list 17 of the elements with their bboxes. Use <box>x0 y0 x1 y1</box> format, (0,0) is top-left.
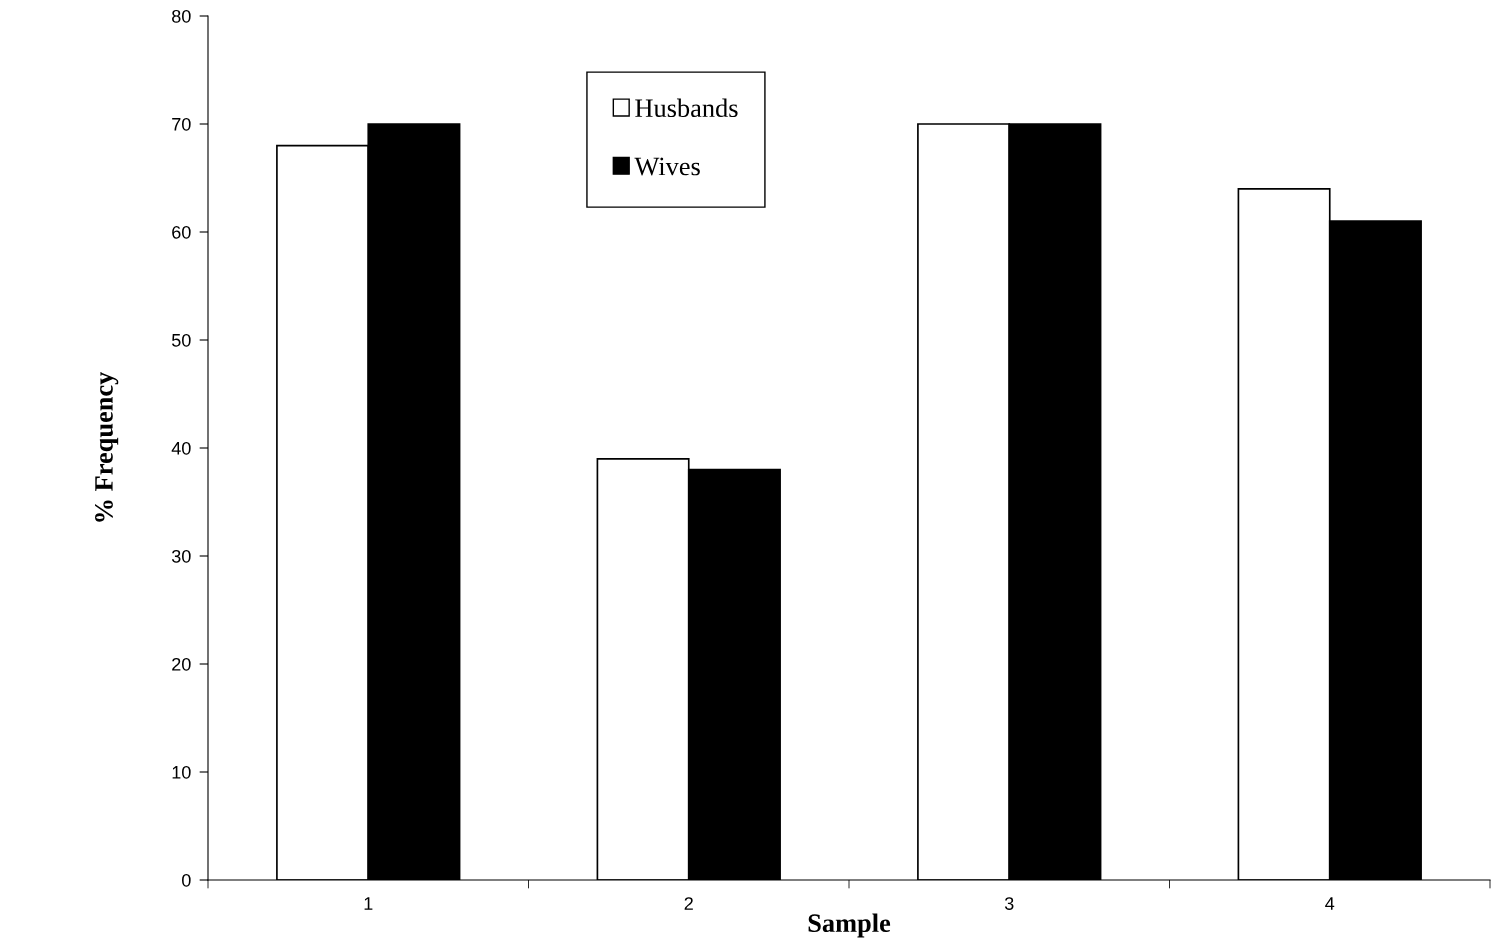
y-axis-title: % Frequency <box>95 371 119 522</box>
y-tick-label: 40 <box>171 441 191 455</box>
legend-label: Husbands <box>635 98 738 118</box>
y-tick-label: 20 <box>172 657 191 671</box>
x-tick-label: 1 <box>364 897 373 910</box>
x-axis-title: Sample <box>808 913 891 938</box>
y-tick-label: 50 <box>171 333 191 347</box>
y-tick-label: 10 <box>172 765 191 779</box>
x-tick-label: 2 <box>684 897 693 910</box>
y-tick-label: 70 <box>172 117 191 131</box>
legend-label: Wives <box>634 157 700 176</box>
y-tick-label: 30 <box>171 549 191 563</box>
y-tick-label: 0 <box>182 873 191 887</box>
y-tick-label: 60 <box>172 225 191 239</box>
x-tick-label: 3 <box>1004 897 1014 910</box>
x-tick-label: 4 <box>1325 897 1335 910</box>
y-tick-label: 80 <box>172 9 191 23</box>
